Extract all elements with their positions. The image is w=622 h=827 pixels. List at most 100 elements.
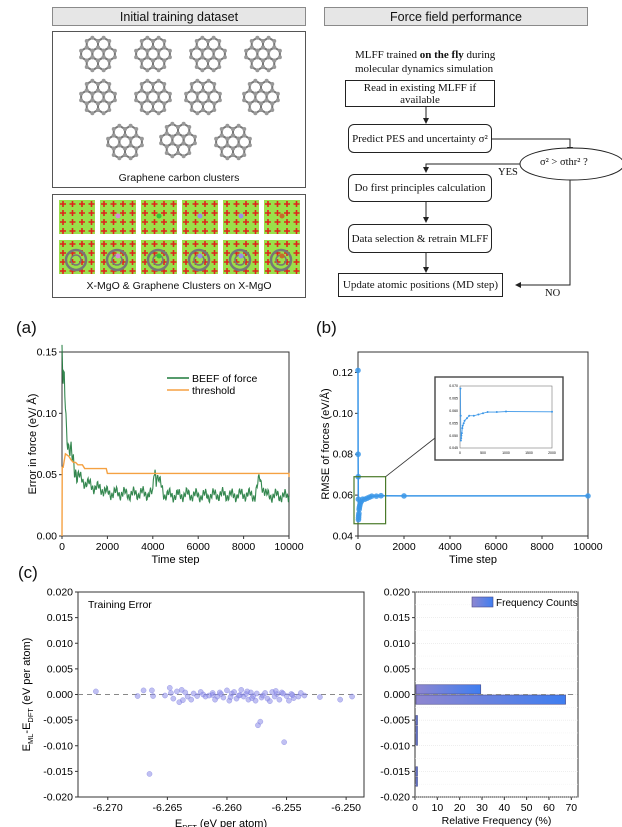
carbon-atom [206,111,211,116]
oxygen-site [88,268,95,274]
oxygen-site [211,219,218,225]
carbon-atom [117,143,122,148]
rmse-point [585,493,591,499]
carbon-atom [151,88,155,93]
scatter-point [237,692,243,698]
mgo-surface [59,240,95,274]
oxygen-site [252,268,259,274]
graphene-on-mgo [146,248,170,272]
carbon-atom [101,98,106,103]
oxygen-site [183,250,189,256]
oxygen-site [88,259,95,265]
graphene-clusters-image [79,35,282,161]
carbon-atom [139,88,144,93]
chart-a: 0 2000 4000 6000 8000 10000 0.00 0.05 0.10 0.15 Ti… [26,344,304,565]
carbon-atom [259,88,263,93]
oxygen-site [224,219,230,225]
carbon-atom [139,82,144,86]
carbon-atom [206,98,211,103]
mgo-tile [223,200,259,234]
x-tick-label: 4000 [141,541,165,553]
carbon-atom [151,45,155,50]
oxygen-site [293,210,300,216]
x-tick-label: 0 [412,802,418,814]
oxygen-site [224,210,230,216]
graphene-cluster [159,121,197,159]
oxygen-site [161,241,167,247]
inset-point [495,411,498,414]
x-tick-label: 10000 [573,541,602,553]
oxygen-site [120,228,126,234]
inset-y-tick-label: 0.070 [449,384,458,388]
carbon-atom [206,78,211,83]
carbon-atom [206,58,210,63]
carbon-atom [151,65,155,69]
oxygen-site [265,241,271,247]
carbon-atom [259,82,263,86]
oxygen-site [101,250,107,256]
carbon-atom [217,39,222,43]
scatter-point [220,694,227,701]
carbon-atom [128,156,133,161]
carbon-atom [156,68,161,73]
carbon-atom [90,55,95,60]
y-tick-label: -0.010 [380,740,410,752]
dopant-atom [115,253,121,259]
carbon-atom [222,55,227,60]
oxygen-site [101,210,107,216]
carbon-atom [170,121,175,126]
carbon-atom [255,55,260,60]
scatter-point [289,692,296,698]
carbon-atom [270,108,275,112]
carbon-atom [139,39,144,43]
carbon-atom [266,35,271,40]
carbon-atom [139,143,144,148]
carbon-atom [162,108,167,112]
oxygen-site [129,210,136,216]
histogram-bar [415,725,418,746]
oxygen-site [224,250,230,256]
oxygen-site [274,219,281,225]
carbon-atom [96,88,100,93]
carbon-atom [261,45,265,50]
carbon-atom [211,55,216,60]
oxygen-site [202,210,208,216]
carbon-atom [181,134,186,139]
oxygen-site [202,201,208,207]
series-beef-of-force [61,344,290,505]
carbon-atom [219,146,224,151]
force-field-header: Force field performance [324,7,588,26]
x-tick-label: 20 [454,802,466,814]
carbon-atom [162,45,167,50]
scatter-point [93,688,99,695]
oxygen-site [101,241,107,247]
carbon-atom [159,134,164,139]
oxygen-site [183,241,189,247]
carbon-atom [90,35,95,40]
mgo-panel: X-MgO & Graphene Clusters on X-MgO [52,194,306,298]
carbon-atom [123,153,127,157]
yes-label: YES [498,167,518,178]
carbon-atom [189,101,194,106]
y-tick-label: 0.05 [37,469,58,481]
oxygen-site [151,210,158,216]
oxygen-site [101,268,107,274]
oxygen-site [183,228,189,234]
oxygen-site [69,219,76,225]
carbon-atom [242,153,247,157]
carbon-atom [184,91,189,96]
oxygen-site [69,241,76,247]
carbon-atom [170,134,175,139]
carbon-atom [206,45,210,50]
inset-point [465,417,468,420]
histogram-bar [415,684,482,695]
x-tick-label: 0 [59,541,65,553]
oxygen-site [120,241,126,247]
mgo-tile [100,240,136,274]
carbon-atom [151,39,155,43]
oxygen-site [69,210,76,216]
intro-line-1: MLFF trained on the fly during [355,49,496,61]
inset-y-tick-label: 0.055 [449,421,458,425]
legend-beef-label: BEEF of force [192,373,258,385]
carbon-atom [181,154,186,159]
